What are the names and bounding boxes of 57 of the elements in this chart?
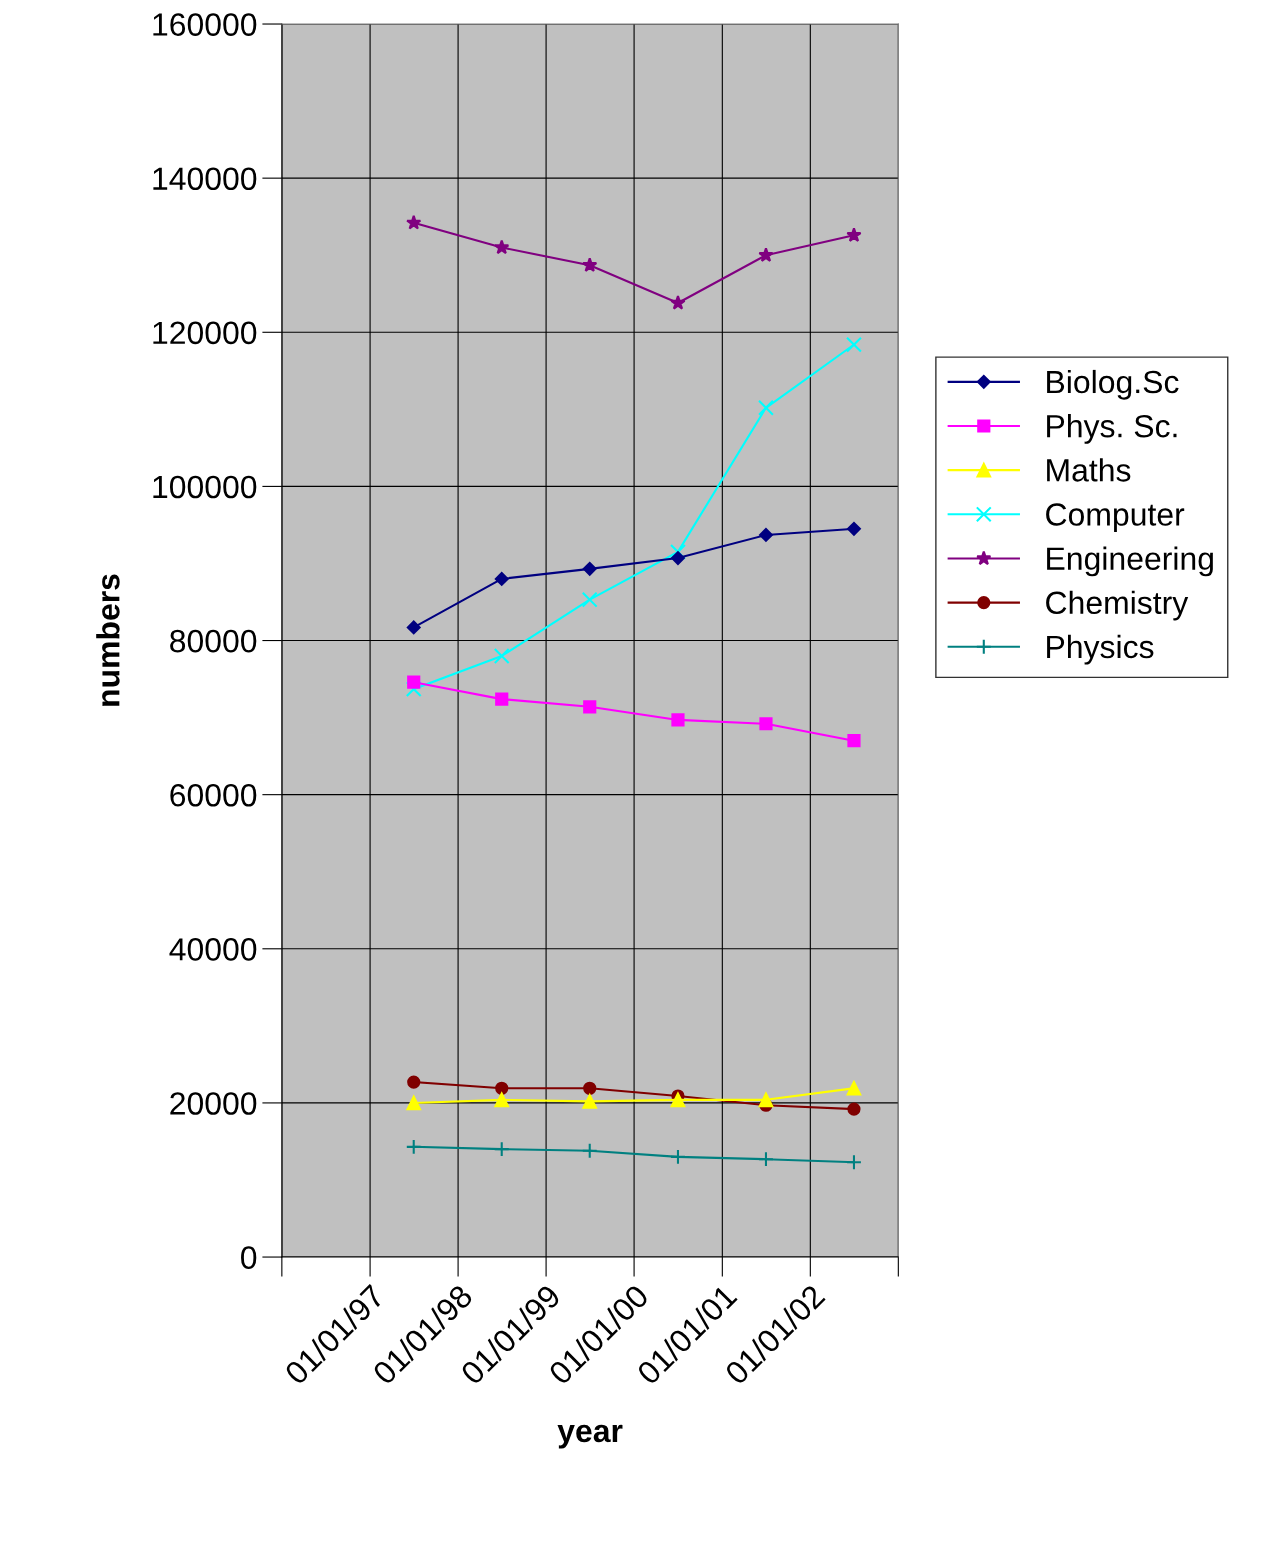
legend-label: Biolog.Sc xyxy=(1047,369,1179,400)
point xyxy=(582,257,598,272)
y-axis-title: numbers xyxy=(96,574,120,706)
point xyxy=(757,1151,774,1168)
point xyxy=(759,717,773,731)
point xyxy=(582,1094,598,1109)
y-tick-label: 140000 xyxy=(153,167,257,191)
point xyxy=(405,1138,422,1155)
point xyxy=(846,1080,862,1096)
x-axis-title: year xyxy=(557,1424,623,1449)
point xyxy=(670,295,686,310)
y-tick-label: 100000 xyxy=(153,475,257,499)
point xyxy=(581,1142,598,1159)
point xyxy=(758,1092,774,1108)
point xyxy=(583,700,597,714)
point xyxy=(671,551,685,566)
y-tick-label: 60000 xyxy=(170,783,257,807)
point xyxy=(406,620,421,635)
point xyxy=(581,591,598,608)
point xyxy=(847,1102,861,1116)
legend-label: Physics xyxy=(1047,634,1154,665)
legend-label: Chemistry xyxy=(1046,590,1189,621)
point xyxy=(758,247,774,262)
point xyxy=(845,336,862,353)
legend-label: Maths xyxy=(1047,458,1131,482)
point xyxy=(405,681,422,698)
point xyxy=(407,675,421,689)
legend-label: Computer xyxy=(1046,503,1185,533)
point xyxy=(847,521,861,536)
y-tick-label: 80000 xyxy=(170,629,257,653)
point xyxy=(494,571,509,586)
point xyxy=(759,528,773,542)
point xyxy=(582,561,597,576)
legend-label: Engineering xyxy=(1047,546,1213,577)
y-tick-label: 160000 xyxy=(153,13,257,36)
point xyxy=(671,713,685,727)
point xyxy=(583,1081,597,1095)
point xyxy=(845,1154,862,1171)
point xyxy=(757,399,774,416)
point xyxy=(495,1081,509,1095)
legend-label: Phys. Sc. xyxy=(1047,414,1177,444)
point xyxy=(495,692,509,706)
y-tick-label: 40000 xyxy=(169,938,257,961)
point xyxy=(494,239,510,255)
point xyxy=(407,1075,421,1089)
point xyxy=(670,1092,686,1108)
point xyxy=(846,227,862,242)
point xyxy=(493,1141,510,1158)
point xyxy=(406,214,422,230)
y-tick-label: 0 xyxy=(241,1246,257,1269)
y-tick-label: 20000 xyxy=(170,1092,257,1115)
point xyxy=(494,1092,510,1108)
y-tick-label: 120000 xyxy=(153,321,257,345)
point xyxy=(847,734,861,748)
point xyxy=(669,1148,686,1165)
point xyxy=(493,647,510,664)
point xyxy=(406,1095,422,1111)
